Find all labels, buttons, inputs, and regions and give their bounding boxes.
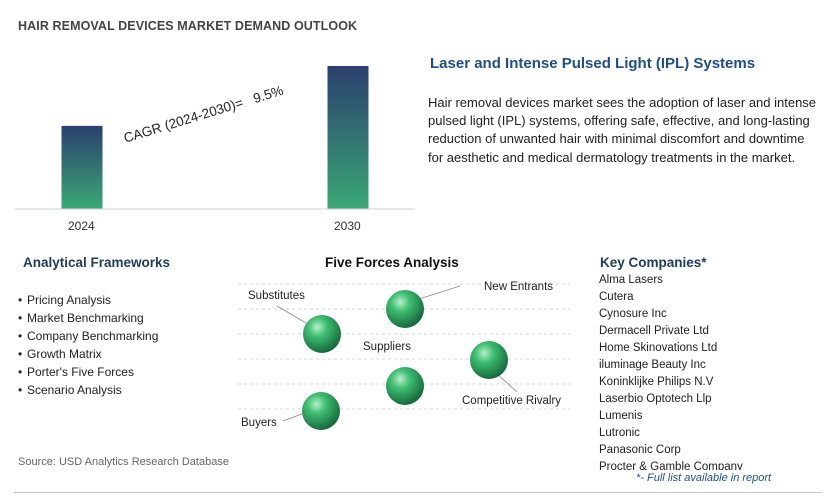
list-item: Cynosure Inc — [599, 308, 667, 320]
list-item: Home Skinovations Ltd — [599, 342, 718, 354]
sphere-new-entrants — [386, 290, 424, 328]
source-note: Source: USD Analytics Research Database — [18, 456, 229, 468]
list-item: • Porter's Five Forces — [18, 365, 134, 379]
list-item: Lutronic — [599, 427, 640, 439]
label-competitive-rivalry: Competitive Rivalry — [462, 395, 562, 407]
sphere-substitutes — [303, 315, 341, 353]
sphere-buyers — [302, 392, 340, 430]
list-item: • Company Benchmarking — [18, 329, 159, 343]
analytical-frameworks-title: Analytical Frameworks — [23, 255, 171, 270]
ipl-title: Laser and Intense Pulsed Light (IPL) Sys… — [430, 55, 756, 72]
x-tick-label: 2024 — [68, 219, 95, 233]
key-companies-title: Key Companies* — [600, 255, 707, 270]
list-item: Koninklijke Philips N.V — [599, 376, 714, 388]
bottom-divider — [14, 492, 822, 493]
key-companies-scroll: Alma Lasers Cutera Cynosure Inc Dermacel… — [599, 272, 819, 470]
list-item: Cutera — [599, 291, 634, 303]
page-title: HAIR REMOVAL DEVICES MARKET DEMAND OUTLO… — [18, 19, 358, 33]
list-item: iluminage Beauty Inc — [599, 359, 706, 371]
x-tick-label: 2030 — [334, 219, 361, 233]
full-list-footnote: *- Full list available in report — [636, 472, 772, 484]
list-item: • Market Benchmarking — [18, 311, 144, 325]
sphere-competitive-rivalry — [470, 341, 508, 379]
label-buyers: Buyers — [241, 417, 277, 429]
ipl-description: Hair removal devices market sees the ado… — [428, 95, 817, 165]
label-substitutes: Substitutes — [248, 290, 305, 302]
list-item: Dermacell Private Ltd — [599, 325, 709, 337]
list-item: Procter & Gamble Company — [599, 461, 743, 470]
list-item: • Pricing Analysis — [18, 293, 112, 307]
list-item: Laserbio Optotech Llp — [599, 393, 712, 405]
list-item: • Growth Matrix — [18, 347, 102, 361]
key-companies-list: Alma Lasers Cutera Cynosure Inc Dermacel… — [599, 272, 819, 470]
analytical-frameworks-list: • Pricing Analysis • Market Benchmarking •… — [18, 291, 158, 399]
sphere-suppliers — [386, 367, 424, 405]
list-item: Alma Lasers — [599, 274, 663, 286]
bar-2030 — [327, 66, 369, 209]
list-item: Lumenis — [599, 410, 643, 422]
list-item: Panasonic Corp — [599, 444, 681, 456]
label-new-entrants: New Entrants — [484, 281, 554, 293]
label-suppliers: Suppliers — [363, 341, 411, 353]
list-item: • Scenario Analysis — [18, 383, 122, 397]
five-forces-title: Five Forces Analysis — [325, 255, 459, 270]
connector-new-entrants — [415, 285, 461, 301]
bar-2024 — [61, 125, 103, 209]
